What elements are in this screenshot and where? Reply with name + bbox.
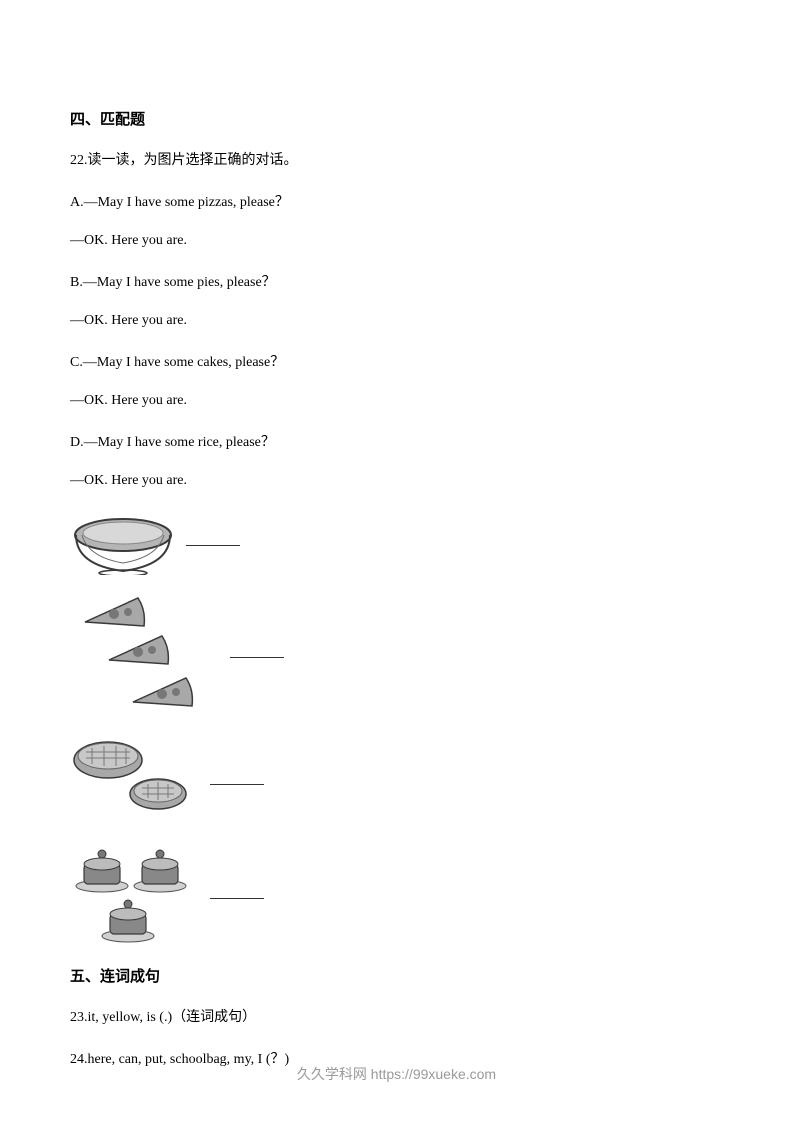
match-row-pizza: [70, 592, 723, 722]
cakes-image: [70, 846, 200, 951]
option-B-answer: —OK. Here you are.: [70, 313, 723, 329]
section5-heading: 五、连词成句: [70, 965, 723, 986]
rice-bowl-image: [70, 511, 176, 580]
option-A-answer: —OK. Here you are.: [70, 233, 723, 249]
option-C-answer: —OK. Here you are.: [70, 393, 723, 409]
pies-image: [70, 734, 200, 834]
pizza-image: [70, 592, 220, 722]
match-row-pies: [70, 734, 723, 834]
blank-pizza[interactable]: [230, 657, 284, 658]
section4-heading: 四、匹配题: [70, 108, 723, 129]
footer-text: 久久学科网 https://99xueke.com: [0, 1064, 793, 1084]
match-row-cakes: [70, 846, 723, 951]
match-row-rice: [70, 511, 723, 580]
option-D-question: D.—May I have some rice, please？: [70, 431, 723, 451]
q22-intro: 22.读一读，为图片选择正确的对话。: [70, 149, 723, 169]
blank-rice[interactable]: [186, 545, 240, 546]
option-D-answer: —OK. Here you are.: [70, 473, 723, 489]
option-C-question: C.—May I have some cakes, please？: [70, 351, 723, 371]
option-A-question: A.—May I have some pizzas, please？: [70, 191, 723, 211]
q23-text: 23.it, yellow, is (.)（连词成句）: [70, 1006, 723, 1026]
blank-pies[interactable]: [210, 784, 264, 785]
blank-cakes[interactable]: [210, 898, 264, 899]
option-B-question: B.—May I have some pies, please？: [70, 271, 723, 291]
